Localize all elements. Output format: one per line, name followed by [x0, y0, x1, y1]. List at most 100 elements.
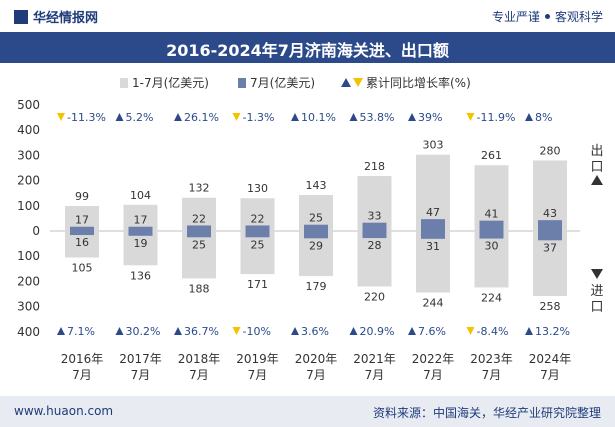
- x-tick-label-month: 7月: [306, 368, 326, 382]
- import-cumulative-label: 179: [306, 280, 327, 293]
- growth-down-triangle-icon: [466, 327, 475, 335]
- chart: 1-7月(亿美元) 7月(亿美元) 累计同比增长率(%)50040030020010…: [17, 75, 603, 382]
- growth-up-triangle-icon: [174, 327, 182, 335]
- export-month-label: 17: [134, 214, 148, 227]
- import-month-label: 30: [485, 240, 499, 253]
- y-tick-label: 200: [17, 274, 40, 288]
- x-tick-label-month: 7月: [248, 368, 268, 382]
- chart-title: 2016-2024年7月济南海关进、出口额: [166, 41, 449, 60]
- import-month-label: 37: [543, 241, 557, 254]
- growth-up-triangle-icon: [291, 327, 299, 335]
- tagline: 专业严谨 客观科学: [492, 8, 603, 25]
- footer: www.huaon.com 资料来源：中国海关，华经产业研究院整理: [0, 396, 615, 427]
- import-cumulative-bar: [123, 231, 158, 266]
- export-month-label: 41: [485, 208, 499, 221]
- import-month-label: 16: [75, 236, 89, 249]
- growth-up-triangle-icon: [525, 327, 533, 335]
- brand-logo-icon: [14, 10, 28, 24]
- export-side-label-1: 出: [590, 144, 603, 159]
- export-month-bar: [538, 220, 562, 231]
- import-growth-label: 3.6%: [301, 325, 329, 338]
- legend-up-triangle-icon: [341, 78, 351, 87]
- growth-down-triangle-icon: [466, 113, 475, 121]
- x-tick-label-month: 7月: [189, 368, 209, 382]
- y-tick-label: 100: [17, 199, 40, 213]
- import-growth-label: 13.2%: [535, 325, 570, 338]
- tagline-right: 客观科学: [554, 10, 603, 24]
- import-cumulative-label: 105: [72, 261, 93, 274]
- export-cumulative-label: 218: [364, 160, 385, 173]
- import-growth-label: -10%: [243, 325, 271, 338]
- website-link[interactable]: www.huaon.com: [14, 404, 114, 418]
- import-cumulative-label: 244: [423, 296, 444, 309]
- x-tick-label-month: 7月: [540, 368, 560, 382]
- source-note: 资料来源：中国海关，华经产业研究院整理: [372, 406, 601, 420]
- export-cumulative-label: 303: [423, 139, 444, 152]
- export-growth-label: -11.9%: [477, 111, 516, 124]
- import-month-bar: [70, 231, 94, 236]
- import-growth-label: 30.2%: [126, 325, 161, 338]
- import-cumulative-label: 220: [364, 290, 385, 303]
- export-month-label: 22: [192, 212, 206, 225]
- export-cumulative-bar: [474, 165, 509, 231]
- tagline-left: 专业严谨: [491, 10, 540, 24]
- x-tick-label-month: 7月: [365, 368, 385, 382]
- export-cumulative-label: 99: [75, 190, 89, 203]
- import-cumulative-bar: [357, 231, 392, 287]
- import-growth-label: 7.6%: [418, 325, 446, 338]
- import-down-arrow-icon: [591, 269, 603, 279]
- import-month-bar: [479, 231, 504, 239]
- import-growth-label: 36.7%: [184, 325, 219, 338]
- export-month-bar: [187, 225, 211, 231]
- import-cumulative-bar: [65, 231, 99, 258]
- import-growth-label: 7.1%: [67, 325, 95, 338]
- brand-name: 华经情报网: [33, 11, 99, 26]
- growth-down-triangle-icon: [232, 113, 241, 121]
- export-cumulative-label: 261: [481, 149, 502, 162]
- export-up-arrow-icon: [591, 175, 603, 185]
- export-month-label: 17: [75, 214, 89, 227]
- growth-down-triangle-icon: [57, 113, 65, 121]
- import-month-bar: [362, 231, 387, 239]
- import-side-label-2: 口: [590, 300, 603, 315]
- growth-up-triangle-icon: [408, 113, 416, 121]
- export-month-bar: [245, 225, 270, 231]
- export-cumulative-bar: [123, 204, 158, 231]
- export-month-bar: [128, 226, 153, 231]
- x-tick-label-month: 7月: [72, 368, 92, 382]
- import-cumulative-bar: [416, 231, 450, 293]
- growth-up-triangle-icon: [408, 327, 416, 335]
- legend-label-cumulative: 1-7月(亿美元): [132, 75, 209, 90]
- top-bar: 华经情报网 专业严谨 客观科学: [0, 0, 615, 32]
- export-month-label: 33: [368, 210, 382, 223]
- x-tick-label-year: 2023年: [470, 352, 513, 366]
- import-month-bar: [421, 231, 445, 239]
- y-tick-label: 100: [17, 249, 40, 263]
- y-tick-label: 500: [17, 98, 40, 112]
- import-month-label: 31: [426, 240, 440, 253]
- y-tick-label: 300: [17, 148, 40, 162]
- import-side-label-1: 进: [590, 284, 603, 299]
- export-side-label-2: 口: [590, 160, 603, 175]
- legend-swatch-cumulative: [120, 78, 128, 88]
- growth-up-triangle-icon: [115, 113, 124, 121]
- import-cumulative-bar: [299, 231, 333, 277]
- y-tick-label: 400: [17, 123, 40, 137]
- export-cumulative-label: 132: [189, 182, 210, 195]
- y-tick-label: 300: [17, 300, 40, 314]
- x-tick-label-month: 7月: [423, 368, 443, 382]
- import-month-bar: [245, 231, 270, 238]
- export-cumulative-bar: [533, 160, 567, 231]
- export-month-bar: [421, 219, 445, 231]
- export-month-bar: [304, 224, 328, 231]
- import-month-label: 28: [368, 239, 382, 252]
- import-cumulative-label: 188: [189, 282, 210, 295]
- import-growth-label: 20.9%: [360, 325, 395, 338]
- import-month-bar: [538, 231, 562, 241]
- export-month-bar: [70, 226, 94, 231]
- title-bar: 2016-2024年7月济南海关进、出口额: [0, 32, 615, 63]
- import-month-bar: [128, 231, 153, 236]
- export-growth-label: 26.1%: [184, 111, 219, 124]
- import-cumulative-bar: [182, 231, 216, 279]
- legend-label-growth: 累计同比增长率(%): [366, 75, 471, 90]
